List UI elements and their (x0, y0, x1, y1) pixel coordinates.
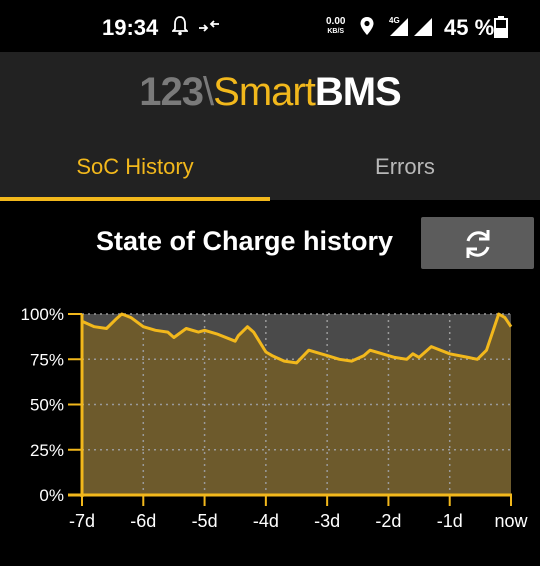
app-logo: 123\SmartBMS (0, 70, 540, 115)
network-type: 4G (389, 16, 400, 25)
refresh-button[interactable] (421, 217, 534, 269)
x-tick-label: -3d (314, 511, 340, 531)
soc-history-chart: 0% 25% 50% 75% 100% -7d -6d -5d -4d -3d -2d -1d now (21, 305, 529, 531)
x-tick-group: -7d -6d -5d -4d -3d -2d -1d now (69, 495, 529, 531)
x-tick-label: now (494, 511, 528, 531)
logo-number: 123 (139, 70, 204, 114)
status-bar: 19:34 0.00 KB/S 4G 45 % (0, 0, 540, 52)
x-tick-label: -5d (192, 511, 218, 531)
y-tick-label: 0% (39, 486, 64, 505)
active-tab-indicator (0, 197, 270, 201)
app-header: 123\SmartBMS SoC History Errors (0, 52, 540, 201)
logo-smart: Smart (213, 70, 316, 114)
x-tick-label: -2d (375, 511, 401, 531)
y-tick-label: 75% (30, 350, 64, 369)
y-tick-group: 0% 25% 50% 75% 100% (21, 305, 82, 505)
location-icon (359, 16, 375, 41)
logo-bms: BMS (314, 70, 402, 114)
bell-icon (170, 16, 190, 41)
tab-soc-history[interactable]: SoC History (76, 154, 194, 179)
y-tick-label: 25% (30, 441, 64, 460)
signal-icon (388, 16, 438, 43)
x-tick-label: -6d (130, 511, 156, 531)
x-tick-label: -1d (437, 511, 463, 531)
network-speed-unit: KB/S (327, 28, 345, 35)
battery-icon (494, 16, 508, 43)
y-tick-label: 100% (21, 305, 64, 324)
battery-level: 45 % (444, 15, 495, 40)
network-speed: 0.00 KB/S (326, 17, 345, 36)
refresh-icon (466, 230, 490, 258)
logo-slash: \ (203, 70, 214, 114)
x-tick-label: -7d (69, 511, 95, 531)
data-transfer-icon (198, 16, 220, 41)
tab-errors[interactable]: Errors (375, 154, 435, 179)
page-title: State of Charge history (96, 226, 394, 256)
x-tick-label: -4d (253, 511, 279, 531)
status-time: 19:34 (102, 15, 159, 40)
chart-grid (82, 313, 511, 495)
soc-line (81, 312, 513, 365)
network-speed-value: 0.00 (326, 16, 346, 27)
y-tick-label: 50% (30, 396, 64, 415)
